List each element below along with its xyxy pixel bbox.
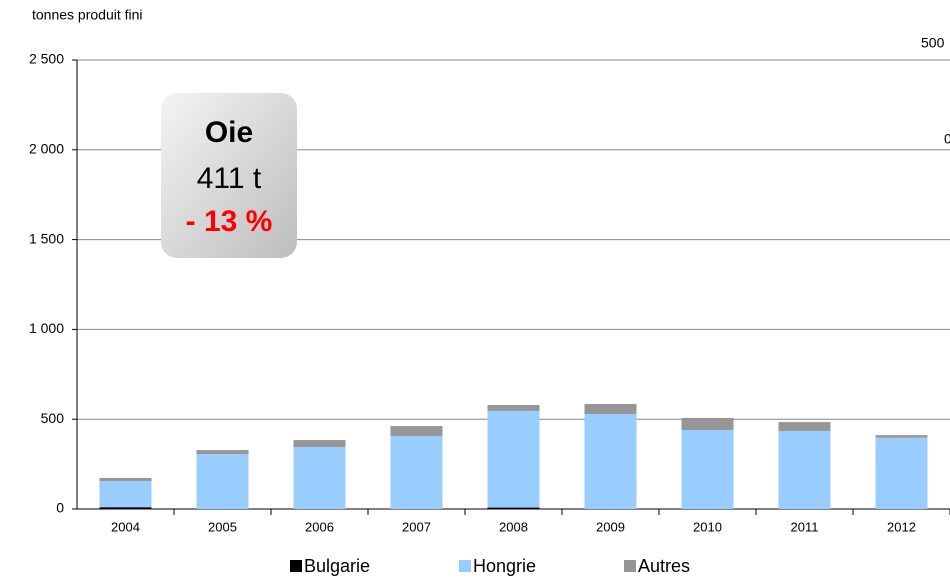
x-tick-label: 2011 xyxy=(791,519,819,534)
bar-segment xyxy=(293,440,346,448)
y-axis-label: tonnes produit fini xyxy=(32,7,143,23)
x-tick-label: 2009 xyxy=(596,519,625,534)
y-tick-label: 1 000 xyxy=(29,320,64,336)
x-tick-label: 2004 xyxy=(111,519,140,534)
callout-change: - 13 % xyxy=(186,205,273,238)
bar-segment xyxy=(778,422,831,432)
bar-segment xyxy=(875,435,928,438)
bar-segment xyxy=(390,426,443,437)
clipped-label: 500 xyxy=(921,35,945,51)
x-tick-label: 2008 xyxy=(499,519,528,534)
legend-swatch xyxy=(624,560,636,572)
bar-segment xyxy=(487,405,540,411)
bar-segment xyxy=(875,437,928,509)
bar-segment xyxy=(681,417,734,430)
y-tick-label: 1 500 xyxy=(29,230,64,246)
y-tick-label: 0 xyxy=(56,500,64,516)
callout-value: 411 t xyxy=(197,162,262,195)
y-tick-label: 500 xyxy=(41,410,65,426)
legend-label: Autres xyxy=(638,556,690,576)
legend-label: Hongrie xyxy=(473,556,536,576)
x-tick-label: 2007 xyxy=(402,519,431,534)
x-tick-label: 2005 xyxy=(208,519,237,534)
callout-title: Oie xyxy=(205,116,253,149)
x-tick-label: 2006 xyxy=(305,519,334,534)
y-tick-label: 2 500 xyxy=(29,51,64,67)
bar-segment xyxy=(196,454,249,509)
callout-box xyxy=(161,93,297,258)
clipped-label: 0 xyxy=(944,131,950,147)
y-tick-label: 2 000 xyxy=(29,141,64,157)
bar-segment xyxy=(487,507,540,509)
bar-segment xyxy=(487,410,540,508)
legend-label: Bulgarie xyxy=(304,556,370,576)
bar-segment xyxy=(584,413,637,509)
bar-segment xyxy=(778,431,831,509)
x-tick-label: 2010 xyxy=(693,519,722,534)
legend-swatch xyxy=(290,560,302,572)
bar-segment xyxy=(293,447,346,509)
bar-segment xyxy=(390,436,443,509)
bar-segment xyxy=(681,429,734,509)
bar-segment xyxy=(99,477,152,481)
bar-segment xyxy=(584,403,637,414)
bar-segment xyxy=(99,480,152,508)
x-tick-label: 2012 xyxy=(887,519,916,534)
bar-segment xyxy=(99,507,152,509)
bar-segment xyxy=(196,450,249,455)
legend-swatch xyxy=(459,560,471,572)
